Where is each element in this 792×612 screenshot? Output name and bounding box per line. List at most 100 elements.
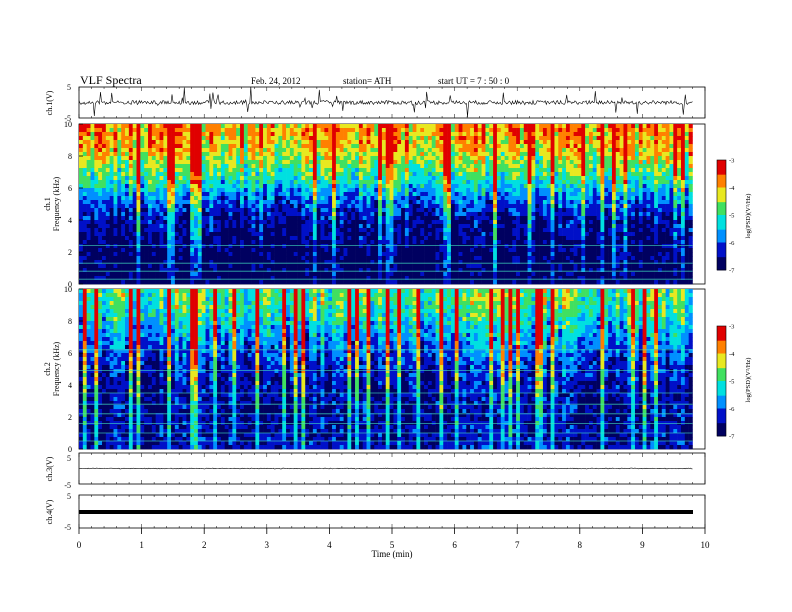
spectrogram-cell	[588, 160, 594, 165]
spectrogram-cell	[381, 164, 387, 169]
spectrogram-cell	[512, 192, 517, 197]
spectrogram-cell	[328, 168, 333, 173]
spectrogram-cell	[243, 172, 248, 177]
spectrogram-cell	[378, 164, 383, 169]
spectrogram-cell	[205, 208, 210, 213]
spectrogram-cell	[82, 160, 87, 165]
spectrogram-cell	[144, 168, 149, 173]
spectrogram-cell	[443, 196, 448, 201]
spectrogram-cell	[182, 236, 187, 241]
spectrogram-cell	[117, 140, 122, 145]
spectrogram-cell	[588, 144, 594, 149]
spectrogram-cell	[527, 208, 532, 213]
spectrogram-cell	[512, 228, 517, 233]
spectrogram-cell	[454, 160, 459, 165]
spectrogram-cell	[209, 124, 214, 129]
spectrogram-cell	[516, 192, 521, 197]
spectrogram-cell	[339, 148, 344, 153]
spectrogram-cell	[627, 244, 632, 249]
spectrogram-cell	[98, 152, 103, 157]
spectrogram-cell	[416, 136, 421, 141]
spectrogram-cell	[604, 148, 609, 153]
spectrogram-cell	[182, 244, 187, 249]
spectrogram-cell	[332, 200, 337, 205]
spectrogram-cell	[94, 244, 99, 249]
spectrogram-cell	[374, 236, 379, 241]
spectrogram-cell	[236, 172, 241, 177]
spectrogram-cell	[94, 216, 99, 221]
spectrogram-cell	[167, 204, 172, 209]
spectrogram-cell	[316, 212, 321, 217]
spectrogram-cell	[263, 236, 268, 241]
spectrogram-cell	[117, 220, 122, 225]
spectrogram-cell	[611, 136, 617, 141]
spectrogram-cell	[673, 180, 678, 185]
spectrogram-cell	[167, 228, 172, 233]
spectrogram-cell	[251, 160, 256, 165]
spectrogram-cell	[132, 248, 137, 253]
spectrogram-cell	[462, 164, 467, 169]
spectrogram-cell	[128, 232, 133, 237]
spectrogram-cell	[623, 188, 628, 193]
spectrogram-cell	[481, 236, 486, 241]
spectrogram-cell	[309, 200, 314, 205]
spectrogram-cell	[450, 232, 456, 237]
spectrogram-cell	[519, 208, 525, 213]
spectrogram-cell	[98, 180, 103, 185]
spectrogram-cell	[79, 196, 84, 201]
spectrogram-cell	[546, 156, 551, 161]
spectrogram-cell	[297, 148, 302, 153]
spectrogram-cell	[362, 140, 367, 145]
spectrogram-cell	[565, 212, 571, 217]
spectrogram-cell	[516, 156, 521, 161]
spectrogram-cell	[397, 244, 402, 249]
spectrogram-cell	[638, 224, 643, 229]
spectrogram-cell	[569, 152, 574, 157]
spectrogram-cell	[320, 160, 325, 165]
spectrogram-cell	[121, 184, 126, 189]
spectrogram-cell	[266, 144, 272, 149]
spectrogram-cell	[462, 180, 467, 185]
spectrogram-cell	[393, 216, 398, 221]
spectrogram-cell	[236, 236, 241, 241]
spectrogram-cell	[420, 200, 425, 205]
spectrogram-cell	[236, 176, 241, 181]
spectrogram-cell	[251, 212, 256, 217]
spectrogram-cell	[638, 176, 643, 181]
spectrogram-cell	[159, 128, 164, 133]
spectrogram-cell	[251, 180, 256, 185]
spectrogram-cell	[128, 148, 133, 153]
spectrogram-cell	[454, 236, 459, 241]
spectrogram-cell	[82, 204, 87, 209]
spectrogram-cell	[427, 132, 433, 137]
spectrogram-cell	[243, 140, 248, 145]
spectrogram-cell	[117, 208, 122, 213]
spectrogram-cell	[443, 132, 448, 137]
spectrogram-cell	[542, 188, 548, 193]
spectrogram-cell	[224, 140, 229, 145]
spectrogram-cell	[374, 152, 379, 157]
spectrogram-cell	[320, 148, 325, 153]
spectrogram-cell	[650, 188, 655, 193]
spectrogram-cell	[178, 200, 183, 205]
spectrogram-cell	[688, 176, 693, 181]
spectrogram-cell	[105, 132, 110, 137]
spectrogram-cell	[485, 196, 490, 201]
spectrogram-cell	[312, 208, 318, 213]
spectrogram-cell	[255, 236, 260, 241]
spectrogram-cell	[90, 184, 95, 189]
spectrogram-cell	[588, 132, 594, 137]
spectrogram-cell	[585, 224, 590, 229]
spectrogram-cell	[627, 148, 632, 153]
spectrogram-cell	[385, 156, 390, 161]
spectrogram-cell	[588, 148, 594, 153]
spectrogram-cell	[473, 240, 479, 245]
spectrogram-cell	[504, 184, 509, 189]
spectrogram-cell	[79, 176, 84, 181]
spectrogram-cell	[335, 164, 341, 169]
spectrogram-cell	[309, 180, 314, 185]
spectrogram-cell	[332, 212, 337, 217]
spectrogram-cell	[485, 156, 490, 161]
spectrogram-cell	[462, 196, 467, 201]
spectrogram-cell	[98, 168, 103, 173]
